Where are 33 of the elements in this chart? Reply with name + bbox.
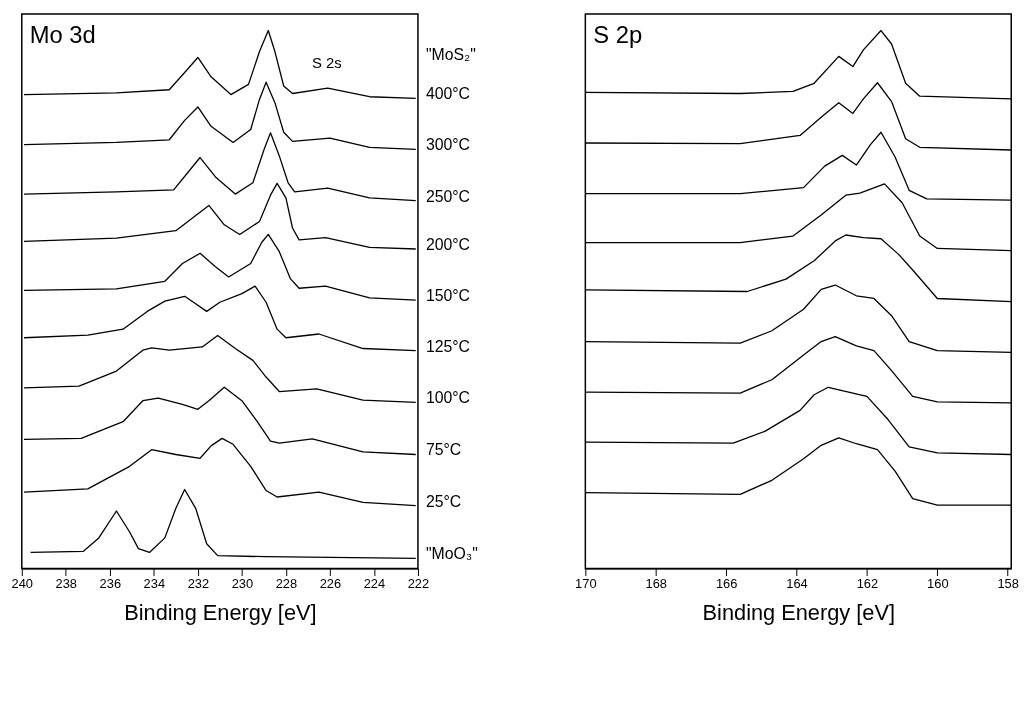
x-tick-label: 160 (927, 575, 949, 591)
annotation: Mo 3d (29, 20, 96, 48)
x-axis-title: Binding Energy [eV] (702, 599, 895, 625)
series-label: 100°C (425, 389, 471, 407)
x-tick-label: 168 (645, 575, 667, 591)
x-tick-label: 224 (363, 575, 386, 591)
x-tick-label: 232 (187, 575, 210, 591)
x-tick-label: 234 (143, 575, 166, 591)
x-tick-label: 170 (575, 575, 597, 591)
series-label: "MoO₃" (425, 545, 478, 563)
annotation: S 2p (593, 20, 643, 48)
x-tick-label: 236 (99, 575, 122, 591)
x-tick-label: 164 (786, 575, 808, 591)
series-label: 125°C (425, 337, 471, 355)
series-label: 200°C (425, 235, 471, 253)
x-axis-title: Binding Energy [eV] (124, 599, 317, 625)
x-tick-label: 226 (319, 575, 342, 591)
x-tick-label: 228 (275, 575, 298, 591)
x-tick-label: 222 (407, 575, 430, 591)
series-label: 25°C (425, 492, 462, 510)
x-tick-label: 230 (231, 575, 254, 591)
series-label: 75°C (425, 441, 462, 459)
series-label: 300°C (425, 136, 471, 154)
x-tick-label: 238 (55, 575, 78, 591)
x-tick-label: 240 (11, 575, 34, 591)
x-tick-label: 162 (856, 575, 879, 591)
series-label: 250°C (425, 187, 471, 205)
annotation: S 2s (311, 55, 342, 72)
series-label: 400°C (425, 85, 471, 103)
text: "MoS₂" (425, 46, 476, 64)
x-tick-label: 166 (715, 575, 738, 591)
series-label: 150°C (425, 287, 471, 305)
x-tick-label: 158 (997, 575, 1019, 591)
